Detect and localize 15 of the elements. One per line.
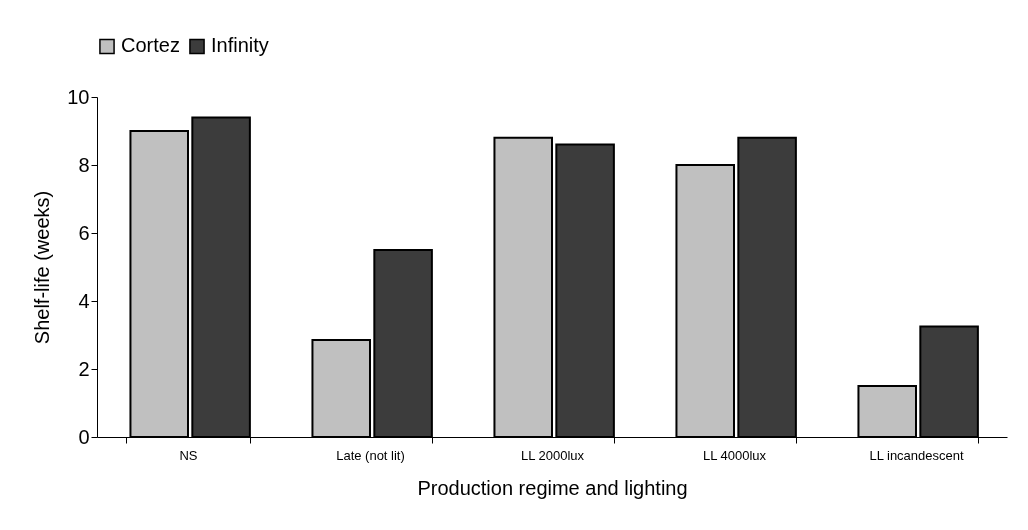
legend-label: Cortez xyxy=(121,34,180,57)
y-tick-label: 4 xyxy=(78,289,90,312)
x-tick-label: LL 4000lux xyxy=(702,447,767,463)
x-tick-label: LL 2000lux xyxy=(520,447,585,463)
legend-label: Infinity xyxy=(211,34,269,57)
y-tick-label: 6 xyxy=(78,221,90,244)
y-axis-title: Shelf-life (weeks) xyxy=(31,190,54,345)
y-tick-label: 0 xyxy=(78,425,90,448)
x-axis-title: Production regime and lighting xyxy=(417,476,688,499)
x-tick-label: Late (not lit) xyxy=(336,447,405,463)
y-tick-label: 2 xyxy=(78,357,90,380)
y-tick-label: 10 xyxy=(67,85,90,108)
y-tick-label: 8 xyxy=(78,153,90,176)
x-tick-label: LL incandescent xyxy=(869,447,964,463)
x-tick-label: NS xyxy=(179,447,198,463)
